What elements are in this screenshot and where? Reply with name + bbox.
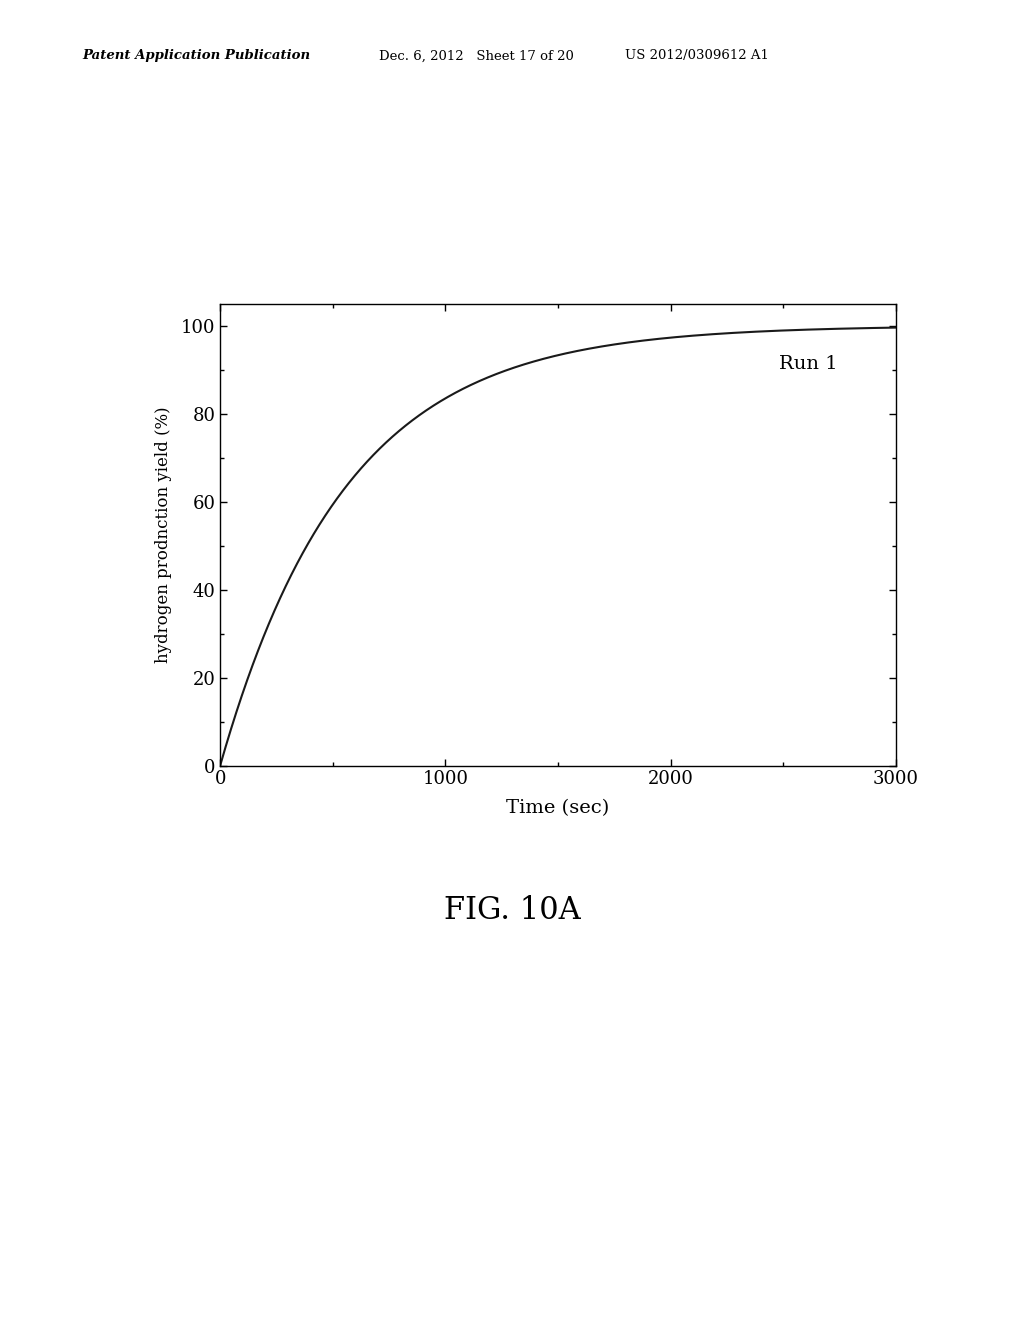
X-axis label: Time (sec): Time (sec): [507, 800, 609, 817]
Text: FIG. 10A: FIG. 10A: [443, 895, 581, 927]
Text: Run 1: Run 1: [779, 355, 838, 372]
Text: Dec. 6, 2012   Sheet 17 of 20: Dec. 6, 2012 Sheet 17 of 20: [379, 49, 573, 62]
Y-axis label: hydrogen prodnction yield (%): hydrogen prodnction yield (%): [156, 407, 172, 663]
Text: US 2012/0309612 A1: US 2012/0309612 A1: [625, 49, 769, 62]
Text: Patent Application Publication: Patent Application Publication: [82, 49, 310, 62]
